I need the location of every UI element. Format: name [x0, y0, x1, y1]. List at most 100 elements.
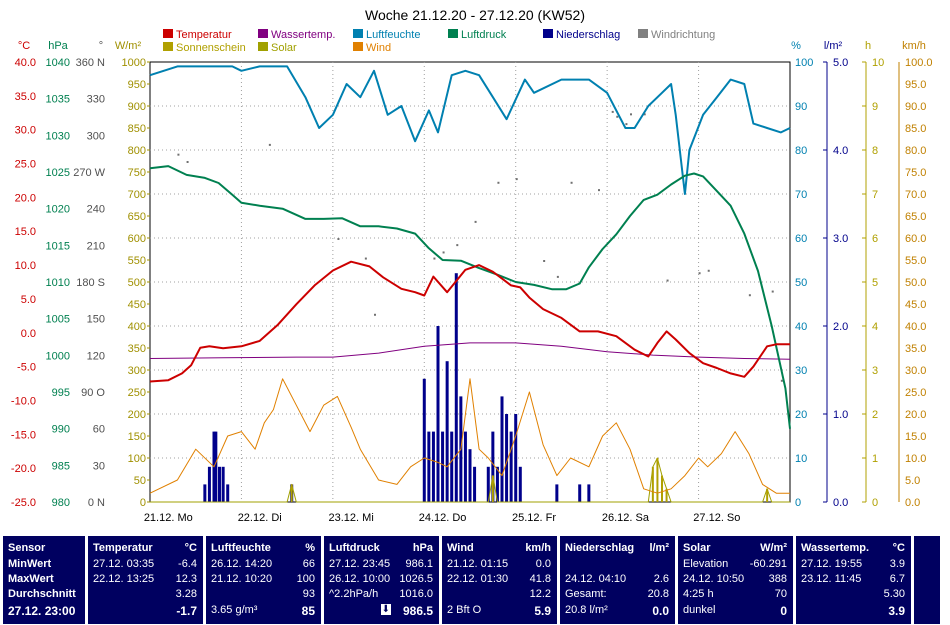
humidity-unit: %: [305, 542, 315, 554]
temperature-line: [149, 260, 790, 383]
axis-tick-right: 5.0: [833, 57, 848, 69]
axis-tick-right: 0: [795, 497, 801, 509]
precip-bar: [217, 466, 221, 502]
wind-dir-point: [456, 244, 459, 247]
axis-tick-left: 900: [128, 101, 146, 113]
axis-tick-left: 1000: [122, 57, 146, 69]
wind-dir-point: [497, 181, 500, 184]
axis-tick-left: 1035: [46, 94, 70, 106]
axis-tick-left: 990: [52, 424, 70, 436]
temp-min-time: 27.12. 03:35: [93, 558, 155, 570]
axis-tick-right: 1.0: [833, 409, 848, 421]
water-min-time: 27.12. 19:55: [801, 558, 863, 570]
wind-unit: km/h: [525, 542, 551, 554]
press-max-time: 26.12. 10:00: [329, 573, 391, 585]
legend-label: Wind: [366, 42, 391, 54]
weather-chart: Woche 21.12.20 - 27.12.20 (KW52) Temperat…: [11, 7, 933, 524]
precip-bar: [226, 484, 230, 502]
axis-tick-left: 25.0: [15, 159, 36, 171]
precip-bar: [422, 378, 426, 502]
axis-tick-right: 10.0: [905, 453, 926, 465]
wind-max-time: 22.12. 01:30: [447, 573, 509, 585]
axis-tick-right: 40.0: [905, 321, 926, 333]
axis-tick-left: 120: [87, 350, 105, 362]
water-current: 3.9: [888, 604, 905, 618]
axis-tick-left: 20.0: [15, 192, 36, 204]
axis-tick-left: 300: [87, 130, 105, 142]
axis-tick-right: 10: [872, 57, 884, 69]
precip-bar: [587, 484, 591, 502]
axis-tick-left: 150: [87, 314, 105, 326]
axis-tick-left: 35.0: [15, 91, 36, 103]
solar-header: Solar: [683, 542, 711, 554]
axis-tick-right: 35.0: [905, 343, 926, 355]
axis-tick-left: 1010: [46, 277, 70, 289]
axis-unit-left: hPa: [48, 40, 68, 52]
axis-tick-left: -25.0: [11, 497, 36, 509]
precip-bar: [221, 466, 225, 502]
precip-sum: 20.8 l/m²: [565, 604, 608, 616]
axis-unit-left: W/m²: [115, 40, 142, 52]
wind-dir-point: [630, 113, 632, 116]
axis-tick-right: 10: [795, 453, 807, 465]
axis-tick-left: 360 N: [76, 57, 105, 69]
axis-tick-right: 9: [872, 101, 878, 113]
chart-title: Woche 21.12.20 - 27.12.20 (KW52): [365, 7, 585, 23]
axis-tick-right: 7: [872, 189, 878, 201]
axis-tick-left: -15.0: [11, 429, 36, 441]
precip-bar: [441, 431, 445, 502]
hum-avg-val: 93: [302, 588, 315, 600]
water-unit: °C: [892, 542, 905, 554]
axis-tick-left: 700: [128, 189, 146, 201]
legend-swatch: [543, 29, 553, 38]
axis-tick-left: 995: [52, 387, 70, 399]
precip-bar: [514, 414, 518, 502]
stats-col-temperature: Temperatur °C 27.12. 03:35 -6.4 22.12. 13…: [88, 536, 203, 624]
precip-bar: [509, 431, 513, 502]
press-current: 986.5: [402, 604, 433, 618]
axis-tick-left: 1000: [46, 350, 70, 362]
wind-dir-point: [177, 153, 180, 156]
down-arrow-icon: ⬇: [380, 604, 391, 615]
wind-dir-point: [268, 143, 271, 146]
axis-tick-left: -10.0: [11, 395, 36, 407]
legend-swatch: [163, 42, 173, 51]
stats-col-empty: [914, 536, 940, 624]
wind-min-val: 0.0: [535, 558, 551, 570]
axis-tick-right: 5.0: [905, 475, 920, 487]
axis-tick-left: 60: [93, 424, 105, 436]
axis-tick-left: 1030: [46, 130, 70, 142]
axis-tick-right: 40: [795, 321, 807, 333]
axis-tick-left: 550: [128, 255, 146, 267]
wind-bft: 2 Bft O: [447, 604, 482, 616]
axis-tick-left: 1040: [46, 57, 70, 69]
precip-header: Niederschlag: [565, 542, 635, 554]
precip-total-val: 20.8: [647, 588, 669, 600]
wind-dir-point: [570, 181, 573, 184]
water-max-time: 23.12. 11:45: [801, 573, 862, 585]
axis-tick-right: 3.0: [833, 233, 848, 245]
axis-tick-left: 400: [128, 321, 146, 333]
legend-swatch: [353, 42, 363, 51]
current-time: 27.12. 23:00: [8, 604, 76, 618]
wind-dir-point: [364, 257, 367, 260]
precip-bar: [427, 431, 431, 502]
hum-absolute: 3.65 g/m³: [211, 604, 258, 616]
legend-label: Temperatur: [176, 29, 232, 41]
axis-tick-right: 60.0: [905, 233, 926, 245]
precip-bar: [555, 484, 559, 502]
humidity-header: Luftfeuchte: [211, 542, 271, 554]
axis-tick-left: 250: [128, 387, 146, 399]
axis-tick-left: 30: [93, 460, 105, 472]
stats-col-precip: Niederschlag l/m² 24.12. 04:10 2.6 Gesamt…: [560, 536, 675, 624]
axis-tick-right: 0: [872, 497, 878, 509]
axis-tick-left: 90 O: [81, 387, 105, 399]
wind-dir-point: [442, 251, 445, 254]
solar-line: [150, 457, 790, 503]
axis-tick-left: 50: [134, 475, 146, 487]
precip-bar: [500, 396, 504, 502]
hum-min-val: 66: [302, 558, 315, 570]
precip-bar: [491, 431, 495, 502]
solar-unit: W/m²: [760, 542, 787, 554]
axis-tick-right: 100.0: [905, 57, 933, 69]
